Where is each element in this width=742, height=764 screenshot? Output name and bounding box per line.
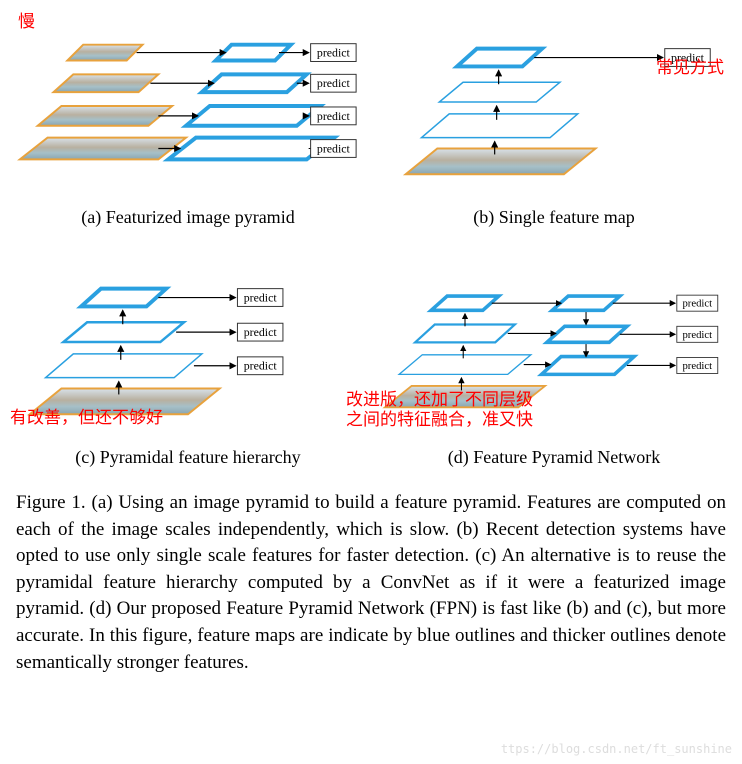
panel-b-caption: (b) Single feature map — [376, 207, 732, 228]
svg-text:predict: predict — [682, 298, 712, 310]
svg-text:predict: predict — [317, 46, 351, 60]
svg-text:predict: predict — [244, 325, 278, 339]
annotation-b: 常见方式 — [656, 58, 724, 78]
svg-text:predict: predict — [682, 329, 712, 341]
svg-text:predict: predict — [317, 141, 351, 155]
panel-a-svg: predict predict predict predict — [10, 10, 366, 200]
panel-c: 有改善，但还不够好 — [10, 250, 366, 470]
annotation-d: 改进版，还加了不同层级 之间的特征融合，准又快 — [346, 390, 533, 431]
svg-text:predict: predict — [317, 76, 351, 90]
svg-text:predict: predict — [244, 290, 278, 304]
panel-a: 慢 — [10, 10, 366, 230]
figure-caption: Figure 1. (a) Using an image pyramid to … — [10, 490, 732, 676]
panel-d-caption: (d) Feature Pyramid Network — [376, 447, 732, 468]
svg-text:predict: predict — [317, 109, 351, 123]
svg-text:predict: predict — [682, 360, 712, 372]
panel-d: 改进版，还加了不同层级 之间的特征融合，准又快 — [376, 250, 732, 470]
figure-grid: 慢 — [10, 10, 732, 470]
panel-b-svg: predict — [376, 10, 732, 200]
annotation-a: 慢 — [18, 12, 35, 32]
annotation-c: 有改善，但还不够好 — [10, 408, 163, 428]
svg-text:predict: predict — [244, 359, 278, 373]
panel-a-caption: (a) Featurized image pyramid — [10, 207, 366, 228]
image-pyramid — [20, 45, 186, 160]
panel-c-caption: (c) Pyramidal feature hierarchy — [10, 447, 366, 468]
watermark: ttps://blog.csdn.net/ft_sunshine — [501, 742, 732, 756]
panel-b: 常见方式 — [376, 10, 732, 230]
feature-pyramid — [168, 45, 334, 160]
